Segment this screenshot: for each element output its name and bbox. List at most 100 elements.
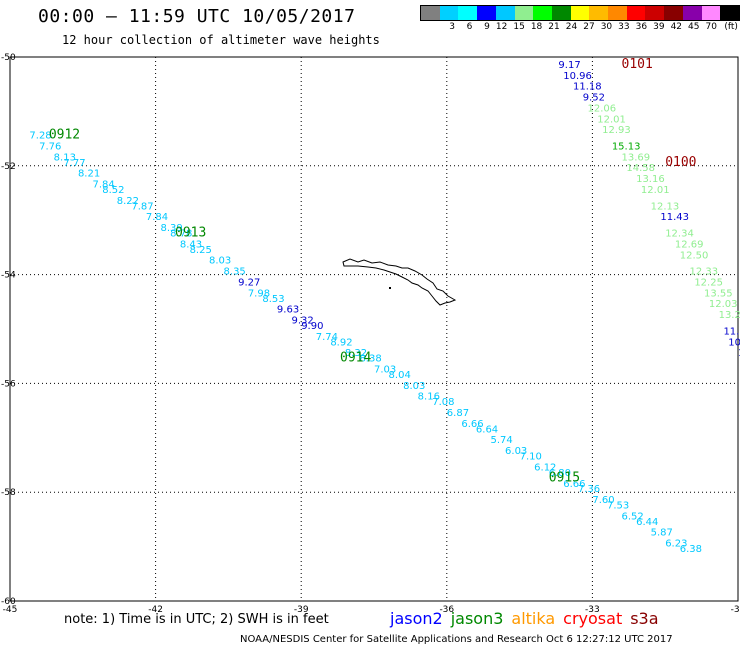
wave-height-value: 12.01 bbox=[641, 185, 670, 196]
scale-label: 39 bbox=[653, 22, 665, 32]
scale-label: 33 bbox=[618, 22, 630, 32]
wave-height-value: 12.33 bbox=[689, 267, 718, 278]
lon-tick-label: -42 bbox=[148, 605, 163, 615]
wave-height-value: 6.23 bbox=[665, 539, 687, 550]
wave-height-value: 8.32 bbox=[345, 348, 367, 359]
wave-height-value: 13.21 bbox=[719, 310, 740, 321]
wave-height-value: 6.38 bbox=[680, 544, 702, 555]
track-time-label: 0100 bbox=[665, 155, 696, 170]
color-swatch bbox=[608, 6, 627, 20]
page-subtitle: 12 hour collection of altimeter wave hei… bbox=[62, 33, 380, 47]
wave-height-value: 8.03 bbox=[209, 256, 231, 267]
lon-tick-label: -36 bbox=[439, 605, 454, 615]
wave-height-value: 12.50 bbox=[680, 250, 709, 261]
wave-height-value: 9.90 bbox=[301, 321, 323, 332]
wave-height-value: 8.43 bbox=[180, 239, 202, 250]
scale-label: 9 bbox=[484, 22, 490, 32]
wave-height-value: 11.70 bbox=[738, 348, 740, 359]
lon-tick-label: -39 bbox=[294, 605, 309, 615]
wave-height-value: 6.03 bbox=[505, 446, 527, 457]
axis-tick-labels: -45 -42 -39 -36 -33 -30 -50 -52 -54 -56 -58 -60 bbox=[1, 53, 740, 615]
wave-height-value: 8.03 bbox=[403, 381, 425, 392]
scale-label: 45 bbox=[688, 22, 700, 32]
wave-height-value: 12.34 bbox=[665, 229, 694, 240]
scale-label: 12 bbox=[495, 22, 508, 32]
wave-height-value: 11.43 bbox=[660, 212, 689, 223]
legend-item-altika: altika bbox=[511, 609, 556, 628]
wave-height-value: 11.18 bbox=[573, 82, 602, 93]
wave-height-value: 12.03 bbox=[709, 299, 738, 310]
wave-height-value: 8.52 bbox=[102, 185, 124, 196]
color-swatch bbox=[495, 6, 515, 20]
wave-height-value: 12.69 bbox=[675, 239, 704, 250]
scale-label: 30 bbox=[600, 22, 613, 32]
wave-height-value: 5.74 bbox=[490, 435, 512, 446]
wave-height-value: 8.16 bbox=[418, 392, 440, 403]
color-swatch bbox=[514, 6, 534, 20]
wave-height-value: 7.08 bbox=[432, 397, 454, 408]
color-swatch bbox=[421, 6, 440, 20]
scale-label: 18 bbox=[530, 22, 543, 32]
color-swatch bbox=[682, 6, 702, 20]
lat-tick-label: -56 bbox=[1, 379, 16, 389]
wave-height-value: 6.44 bbox=[636, 517, 658, 528]
south-georgia-island bbox=[342, 258, 457, 306]
track-time-label: 0914 bbox=[340, 351, 371, 366]
wave-height-value: 13.55 bbox=[704, 288, 733, 299]
wave-height-value: 7.53 bbox=[607, 501, 629, 512]
wave-height-value: 7.36 bbox=[578, 484, 600, 495]
wave-height-value: 7.74 bbox=[316, 332, 338, 343]
wave-height-value: 12.93 bbox=[602, 125, 631, 136]
wave-height-value: 7.98 bbox=[248, 288, 270, 299]
wave-height-value: 7.28 bbox=[29, 131, 51, 142]
color-swatch bbox=[439, 6, 459, 20]
lat-tick-label: -60 bbox=[1, 597, 16, 607]
color-scale-bar bbox=[420, 5, 740, 21]
legend-item-jason3: jason3 bbox=[450, 609, 504, 628]
track-cryosat: 9.1710.9611.189.5212.0612.0112.9315.1313… bbox=[558, 57, 740, 359]
wave-height-value: 8.78 bbox=[170, 229, 192, 240]
color-swatch bbox=[720, 6, 739, 20]
wave-height-value: 9.32 bbox=[291, 316, 313, 327]
legend-item-s3a: s3a bbox=[630, 609, 659, 628]
wave-height-value: 9.63 bbox=[277, 305, 299, 316]
scale-label: 24 bbox=[565, 22, 578, 32]
wave-height-value: 6.52 bbox=[622, 511, 644, 522]
scale-label: 70 bbox=[705, 22, 717, 32]
wave-height-value: 7.03 bbox=[374, 365, 396, 376]
track-time-label: 0913 bbox=[175, 226, 206, 241]
footnote: note: 1) Time is in UTC; 2) SWH is in fe… bbox=[64, 612, 329, 627]
scale-label: 3 bbox=[449, 22, 455, 32]
wave-height-value: 10.11 bbox=[728, 337, 740, 348]
wave-height-value: 12.25 bbox=[694, 277, 723, 288]
wave-height-value: 8.38 bbox=[359, 354, 381, 365]
color-swatch bbox=[626, 6, 646, 20]
wave-height-value: 7.77 bbox=[63, 158, 85, 169]
wave-height-value: 8.13 bbox=[54, 152, 76, 163]
wave-height-value: 8.04 bbox=[389, 370, 411, 381]
wave-height-value: 15.13 bbox=[612, 141, 641, 152]
color-swatch bbox=[551, 6, 571, 20]
scale-label: 27 bbox=[583, 22, 595, 32]
wave-height-value: 6.12 bbox=[534, 462, 556, 473]
lat-tick-label: -54 bbox=[1, 271, 16, 281]
color-swatch bbox=[533, 6, 552, 20]
lon-tick-label: -45 bbox=[3, 605, 18, 615]
lat-tick-label: -50 bbox=[1, 53, 16, 63]
wave-height-value: 8.53 bbox=[262, 294, 284, 305]
color-swatch bbox=[458, 6, 478, 20]
scale-spacer bbox=[420, 22, 437, 32]
wave-height-value: 13.69 bbox=[622, 152, 651, 163]
page-title: 00:00 — 11:59 UTC 10/05/2017 bbox=[38, 6, 356, 27]
color-swatch bbox=[477, 6, 496, 20]
wave-height-value: 11.99 bbox=[723, 326, 740, 337]
wave-height-value: 7.84 bbox=[146, 212, 168, 223]
wave-height-value: 7.87 bbox=[131, 201, 153, 212]
wave-height-value: 8.39 bbox=[160, 223, 182, 234]
wave-height-value: 6.87 bbox=[447, 408, 469, 419]
legend-item-jason2: jason2 bbox=[390, 609, 443, 628]
track-jason3: 7.287.768.137.778.217.848.528.227.877.84… bbox=[29, 128, 702, 555]
wave-height-value: 10.96 bbox=[563, 71, 592, 82]
color-swatch bbox=[645, 6, 665, 20]
wave-height-value: 9.52 bbox=[583, 93, 605, 104]
